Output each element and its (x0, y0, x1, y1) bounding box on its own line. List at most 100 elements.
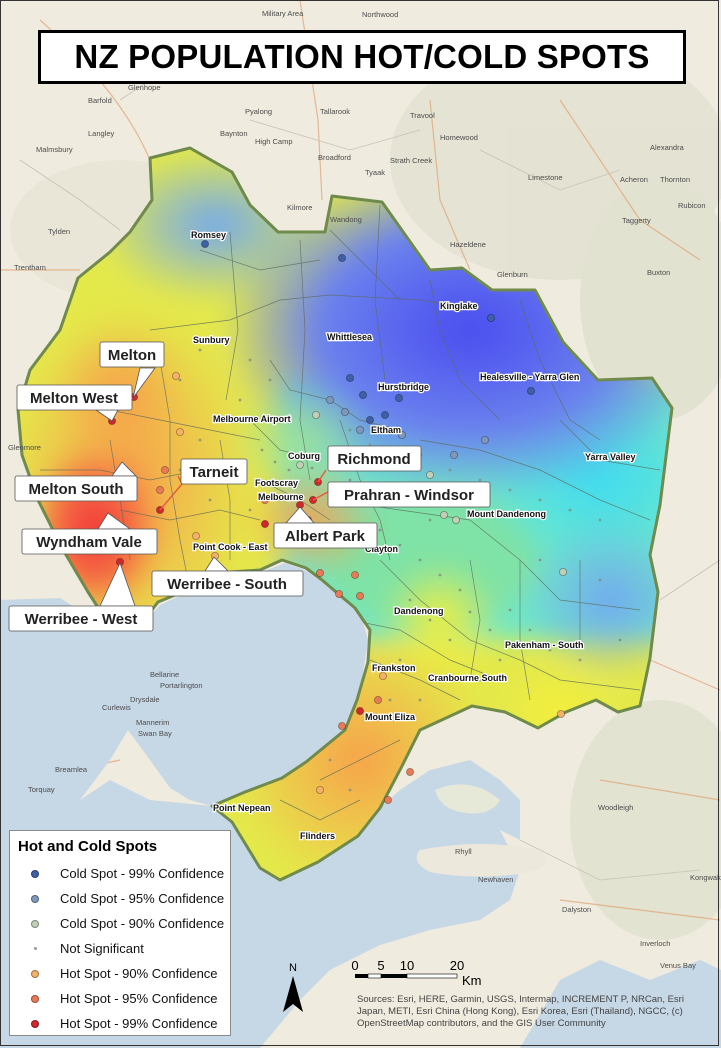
legend-item-label: Not Significant (60, 941, 144, 956)
hot-90-symbol-icon (31, 969, 39, 978)
callout-box (16, 384, 133, 411)
callout-richmond[interactable]: Richmond (317, 445, 422, 483)
place-label: Swan Bay (138, 729, 172, 738)
spot-hot-90[interactable] (171, 371, 180, 380)
spot-hot-90[interactable] (175, 427, 184, 436)
spot-cold-99[interactable] (337, 253, 346, 262)
spot-cold-95[interactable] (397, 430, 406, 439)
spot-cold-90[interactable] (311, 410, 320, 419)
spot-cold-99[interactable] (486, 313, 495, 322)
spot-cold-99[interactable] (527, 386, 536, 395)
spot-cold-90[interactable] (439, 510, 448, 519)
callout-melton[interactable]: Melton (99, 341, 165, 399)
not-significant-symbol-icon (33, 947, 37, 950)
region-label: Melbourne (258, 492, 304, 502)
spot-hot-90[interactable] (191, 532, 200, 541)
legend-title: Hot and Cold Spots (18, 838, 158, 855)
legend-item: Cold Spot - 90% Confidence (10, 911, 224, 936)
terrain-shading (10, 40, 721, 940)
callout-label: Albert Park (285, 528, 366, 545)
place-label: Inverloch (640, 939, 670, 948)
region-label: Frankston (372, 663, 416, 673)
road-network (0, 0, 721, 921)
callout-box (21, 528, 158, 555)
callout-melton-west[interactable]: Melton West (16, 384, 133, 422)
place-label: Limestone (528, 173, 563, 182)
callout-albert-park[interactable]: Albert Park (273, 506, 378, 549)
callout-werribee-west[interactable]: Werribee - West (8, 561, 154, 632)
place-label: Military Area (262, 9, 304, 18)
legend-item-label: Hot Spot - 90% Confidence (60, 966, 218, 981)
callout-prahran-windsor[interactable]: Prahran - Windsor (312, 481, 491, 508)
callout-wyndham-vale[interactable]: Wyndham Vale (21, 512, 158, 555)
spot-cold-95[interactable] (340, 407, 349, 416)
place-label: Torquay (28, 785, 55, 794)
place-label: Malmsbury (36, 145, 73, 154)
spot-cold-99[interactable] (380, 410, 389, 419)
place-label: Mannerim (136, 718, 169, 727)
place-label: Wandong (330, 215, 362, 224)
spot-cold-90[interactable] (451, 516, 460, 525)
spot-hot-95[interactable] (355, 592, 364, 601)
legend-item-label: Cold Spot - 99% Confidence (60, 866, 225, 881)
spot-hot-99[interactable] (260, 520, 269, 529)
spot-cold-99[interactable] (358, 390, 367, 399)
spot-cold-95[interactable] (355, 425, 364, 434)
callout-tarneit[interactable]: Tarneit (159, 458, 248, 511)
place-label: Woodleigh (598, 803, 633, 812)
spot-cold-99[interactable] (200, 239, 209, 248)
callout-label: Werribee - West (25, 611, 138, 628)
scale-unit: Km (462, 973, 482, 988)
french-island (435, 784, 500, 814)
place-label: Trentham (14, 263, 46, 272)
spot-cold-99[interactable] (394, 393, 403, 402)
spot-hot-95[interactable] (337, 722, 346, 731)
spot-cold-99[interactable] (345, 373, 354, 382)
spot-hot-99[interactable] (355, 707, 364, 716)
spot-cold-90[interactable] (559, 568, 568, 577)
callout-box (180, 458, 248, 485)
spot-hot-95[interactable] (160, 465, 169, 474)
spot-hot-95[interactable] (405, 768, 414, 777)
spot-hot-90[interactable] (557, 710, 566, 719)
place-label: Rhyll (455, 847, 472, 856)
region-label: Point Nepean (213, 803, 271, 813)
scale-tick-label: 5 (377, 958, 384, 973)
spot-hot-90[interactable] (315, 786, 324, 795)
spot-hot-95[interactable] (260, 495, 269, 504)
region-label: Dandenong (394, 606, 444, 616)
region-label: Point Cook - East (193, 542, 268, 552)
spot-cold-90[interactable] (425, 470, 434, 479)
spot-cold-90[interactable] (295, 460, 304, 469)
spot-hot-95[interactable] (315, 569, 324, 578)
attribution-text: Sources: Esri, HERE, Garmin, USGS, Inter… (357, 994, 684, 1029)
spot-cold-99[interactable] (365, 415, 374, 424)
spot-cold-95[interactable] (325, 395, 334, 404)
legend-item-label: Cold Spot - 95% Confidence (60, 891, 225, 906)
spot-hot-95[interactable] (334, 590, 343, 599)
spot-hot-90[interactable] (378, 672, 387, 681)
callout-box (327, 481, 491, 508)
spot-cold-99[interactable] (378, 383, 387, 392)
spot-hot-95[interactable] (373, 696, 382, 705)
metro-boundary (16, 146, 674, 882)
callout-melton-south[interactable]: Melton South (14, 461, 138, 502)
region-label: Footscray (255, 478, 298, 488)
callout-box (151, 570, 304, 597)
place-label: Buxton (647, 268, 670, 277)
scale-tick-label: 20 (450, 958, 464, 973)
north-arrow: N (280, 960, 306, 1018)
spot-cold-95[interactable] (449, 450, 458, 459)
spot-cold-95[interactable] (480, 435, 489, 444)
spot-hot-95[interactable] (155, 485, 164, 494)
place-label: Glenhope (128, 83, 161, 92)
legend-item: Hot Spot - 95% Confidence (10, 986, 218, 1011)
spot-hot-95[interactable] (350, 571, 359, 580)
callout-werribee-south[interactable]: Werribee - South (151, 556, 304, 597)
spot-hot-95[interactable] (383, 796, 392, 805)
region-labels: Romsey Sunbury Whittlesea Kinglake Hurst… (190, 229, 637, 842)
region-label: Cranbourne South (428, 673, 507, 683)
region-label: Romsey (191, 230, 226, 240)
